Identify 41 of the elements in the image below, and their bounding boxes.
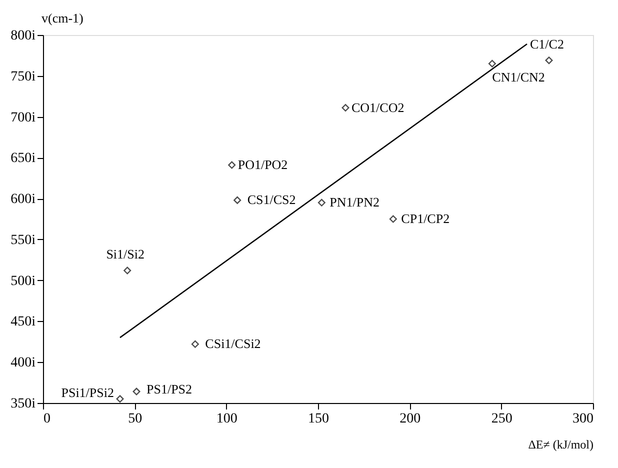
x-tick-label: 50: [128, 412, 142, 426]
point: [545, 56, 553, 64]
y-tick-label: 450i: [10, 314, 36, 330]
x-axis-title: ΔE≠ (kJ/mol): [528, 438, 594, 452]
point: [116, 395, 124, 403]
point: [191, 340, 199, 348]
y-tick-label: 650i: [10, 151, 36, 166]
point: [389, 215, 397, 223]
annotation: PN1/PN2: [330, 194, 380, 210]
point: [342, 104, 350, 112]
y-tick-label: 350i: [10, 396, 36, 412]
y-tick-label: 600i: [10, 192, 36, 208]
x-tick-label: 200: [400, 412, 421, 426]
point: [124, 266, 132, 274]
y-tick-label: 500i: [10, 274, 36, 289]
annotation: CO1/CO2: [352, 100, 404, 115]
annotation: CSi1/CSi2: [205, 336, 261, 352]
x-tick-label: 100: [216, 412, 238, 426]
x-tick-label: 0: [44, 412, 50, 426]
point: [318, 198, 326, 206]
annotation: PSi1/PSi2: [61, 384, 114, 400]
annotation: C1/C2: [530, 36, 564, 52]
y-tick-label: 750i: [10, 69, 36, 84]
y-tick-label: 400i: [10, 356, 36, 371]
y-tick-label: 700i: [10, 110, 36, 126]
x-tick-label: 250: [491, 412, 512, 426]
annotation: CP1/CP2: [401, 211, 450, 226]
point: [132, 388, 140, 396]
x-tick-label: 300: [572, 412, 594, 426]
y-axis-title: v(cm-1): [42, 10, 84, 26]
annotation: PO1/PO2: [238, 157, 288, 172]
point: [234, 196, 242, 204]
x-tick-label: 150: [308, 412, 329, 426]
annotation: PS1/PS2: [146, 382, 192, 397]
point: [228, 161, 236, 169]
annotation: Si1/Si2: [106, 246, 144, 262]
annotation: CS1/CS2: [247, 192, 296, 208]
point: [488, 60, 496, 68]
y-tick-label: 800i: [10, 28, 36, 44]
annotation: CN1/CN2: [492, 70, 545, 85]
y-tick-label: 550i: [10, 232, 36, 248]
